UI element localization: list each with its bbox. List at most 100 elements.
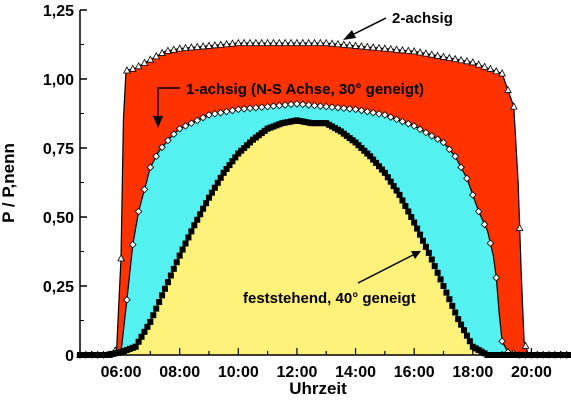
x-tick-label: 10:00 — [218, 364, 259, 381]
series-0-marker — [392, 45, 401, 53]
series-2-marker — [414, 225, 421, 232]
series-2-marker — [176, 252, 183, 259]
series-2-marker — [449, 302, 456, 309]
series-2-marker — [393, 187, 400, 194]
series-0-marker — [257, 38, 266, 47]
y-tick-label: 1,00 — [43, 72, 74, 89]
series-0-marker — [369, 43, 378, 51]
series-0-marker — [205, 41, 213, 49]
series-2-marker — [188, 228, 195, 235]
series-0-marker — [427, 50, 436, 58]
series-1-marker — [269, 102, 278, 110]
series-1-marker — [316, 102, 325, 110]
x-axis-label: Uhrzeit — [289, 379, 347, 398]
series-1-marker — [451, 152, 459, 161]
series-1-marker — [304, 101, 313, 109]
series-0-marker — [486, 64, 495, 72]
series-0-marker — [146, 55, 155, 63]
series-0-marker — [158, 48, 166, 56]
series-2-marker — [452, 309, 459, 316]
x-tick-label: 20:00 — [511, 364, 552, 381]
series-1-marker — [457, 163, 465, 172]
series-0-marker — [433, 51, 442, 59]
series-2-marker — [390, 183, 397, 190]
series-2-marker — [153, 305, 160, 312]
y-tick-label: 0,25 — [43, 279, 74, 296]
series-0-marker — [216, 40, 225, 48]
series-0-marker — [380, 44, 389, 52]
series-1-marker — [474, 207, 483, 216]
series-1-marker — [486, 239, 495, 247]
x-tick-label: 06:00 — [101, 364, 142, 381]
series-0-marker — [316, 38, 325, 47]
series-2-marker — [411, 219, 418, 226]
annotation-arrow-1-achsig — [157, 87, 180, 116]
series-2-marker — [144, 323, 151, 330]
series-0-marker — [386, 44, 395, 53]
series-2-marker — [200, 205, 207, 212]
series-0-marker — [363, 42, 372, 50]
series-2-marker — [461, 327, 468, 334]
series-1-marker — [134, 207, 143, 216]
series-1-marker — [287, 100, 295, 109]
series-0-marker — [351, 41, 360, 49]
series-1-marker — [334, 103, 342, 112]
series-1-marker — [152, 152, 160, 161]
series-1-marker — [275, 101, 284, 110]
series-0-marker — [521, 341, 530, 349]
y-axis-label: P / P,nenn — [0, 143, 18, 223]
series-2-marker — [191, 222, 198, 229]
series-2-marker — [232, 154, 239, 161]
axes: 0 0,25 0,50 0,75 1,00 1,25 06:00 08:00 10:00 12:0… — [43, 3, 571, 381]
series-2-marker — [229, 158, 236, 165]
annotation-arrowhead-2-achsig — [343, 30, 356, 40]
series-2-marker — [220, 169, 227, 176]
series-1-marker — [433, 135, 442, 143]
series-2-marker — [434, 269, 441, 276]
series-2-marker — [455, 316, 462, 323]
series-0-marker — [117, 254, 125, 262]
series-2-marker — [417, 231, 424, 238]
series-1-marker — [187, 119, 196, 127]
series-1-marker — [498, 337, 506, 345]
series-2-marker — [185, 234, 192, 241]
series-0-marker — [181, 43, 190, 51]
series-0-marker — [328, 39, 336, 47]
series-0-marker — [310, 38, 319, 47]
series-1-marker — [363, 107, 372, 116]
series-2-marker — [164, 279, 171, 286]
series-1-marker — [193, 116, 202, 125]
series-0-marker — [451, 54, 460, 63]
series-2-marker — [405, 208, 412, 215]
series-2-marker — [205, 194, 212, 201]
series-1-marker — [158, 143, 166, 152]
series-0-marker — [509, 102, 518, 110]
series-2-marker — [211, 184, 218, 191]
series-2-marker — [159, 292, 166, 299]
series-2-marker — [132, 343, 139, 350]
series-2-marker — [217, 174, 224, 181]
annotation-label-1-achsig: 1-achsig (N-S Achse, 30° geneigt) — [186, 81, 424, 98]
series-2-marker — [443, 289, 450, 296]
series-1-marker — [398, 117, 407, 126]
series-2-marker — [425, 249, 432, 256]
series-0-marker — [193, 42, 202, 50]
annotation-arrow-feststehend — [357, 254, 414, 284]
series-1-marker — [310, 101, 319, 110]
series-1-marker — [375, 110, 383, 118]
series-0-marker — [228, 39, 237, 47]
series-1-marker — [492, 273, 501, 282]
series-1-marker — [281, 101, 289, 109]
series-2-marker — [179, 246, 186, 253]
series-2-marker — [197, 211, 204, 218]
series-0-marker — [234, 38, 243, 47]
series-2-marker — [173, 259, 180, 266]
series-area-2 — [80, 120, 571, 356]
series-1-marker — [234, 105, 243, 114]
y-tick-label: 1,25 — [43, 3, 74, 20]
x-tick-label: 18:00 — [452, 364, 493, 381]
series-2-marker — [223, 165, 230, 172]
series-1-marker — [170, 130, 178, 138]
series-0-marker — [281, 38, 290, 47]
series-1-marker — [427, 132, 436, 140]
